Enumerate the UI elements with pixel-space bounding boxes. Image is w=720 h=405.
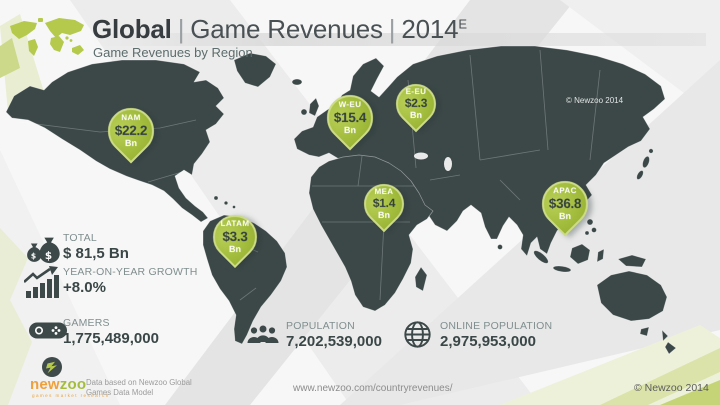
- newzoo-word-zoo: zoo: [59, 376, 87, 393]
- title-year: 2014: [401, 14, 459, 44]
- pin-mea-value: $1.4: [372, 195, 396, 210]
- map-copyright: © Newzoo 2014: [566, 96, 624, 105]
- data-source-line1: Data based on Newzoo Global: [86, 378, 192, 387]
- data-source-line2: Games Data Model: [86, 387, 154, 397]
- title-separator-1: |: [177, 14, 185, 44]
- pin-w-eu-unit: Bn: [344, 124, 356, 135]
- island-sumatra: [533, 250, 549, 264]
- stat-growth-label: YEAR-ON-YEAR GROWTH: [63, 266, 198, 278]
- stat-population-label: POPULATION: [286, 320, 355, 332]
- continent-australia: [596, 270, 668, 322]
- island-madagascar: [414, 266, 428, 292]
- pin-e-eu-unit: Bn: [410, 110, 422, 121]
- black-sea: [414, 152, 428, 160]
- title-estimate-flag: E: [458, 16, 467, 32]
- island-philippines: [586, 218, 594, 226]
- data-source-note: Data based on Newzoo Global Games Data M…: [86, 378, 192, 397]
- pin-mea-unit: Bn: [378, 210, 390, 221]
- footer-copyright: © Newzoo 2014: [634, 382, 709, 394]
- page-subtitle: Game Revenues by Region: [93, 45, 253, 60]
- title-game-revenues: Game Revenues: [190, 14, 383, 44]
- stat-total-label: TOTAL: [63, 232, 97, 244]
- pin-apac-region: APAC: [553, 185, 577, 195]
- globe-icon: [404, 321, 431, 348]
- pin-apac-unit: Bn: [559, 210, 571, 221]
- island-sri-lanka: [497, 244, 503, 250]
- island-greenland: [233, 52, 277, 88]
- island-japan: [642, 155, 650, 169]
- pin-w-eu-value: $15.4: [333, 109, 367, 125]
- island-ireland: [300, 108, 308, 116]
- population-people-icon: [247, 325, 279, 343]
- newzoo-word-new: new: [30, 376, 60, 393]
- growth-chart-icon: [24, 266, 59, 298]
- footer-url: www.newzoo.com/countryrevenues/: [293, 383, 453, 394]
- stat-total-value: $ 81,5 Bn: [63, 245, 129, 262]
- header-world-icon: [10, 18, 84, 56]
- stat-growth: YEAR-ON-YEAR GROWTH +8.0%: [63, 266, 197, 296]
- pin-w-eu-region: W-EU: [338, 99, 362, 109]
- stat-gamers: GAMERS 1,775,489,000: [63, 317, 159, 347]
- pin-nam-value: $22.2: [114, 122, 148, 138]
- stat-population: POPULATION 7,202,539,000: [286, 320, 382, 350]
- pin-latam-value: $3.3: [222, 228, 248, 244]
- pin-nam-unit: Bn: [125, 137, 137, 148]
- stat-total: TOTAL $ 81,5 Bn: [63, 232, 129, 262]
- money-bags-icon: $ $: [27, 237, 60, 264]
- island-tasmania: [639, 326, 650, 337]
- island-uk: [308, 97, 320, 117]
- svg-text:$: $: [31, 252, 36, 261]
- island-iceland: [291, 78, 303, 86]
- stat-online-population-label: ONLINE POPULATION: [440, 320, 553, 332]
- pin-latam-unit: Bn: [229, 243, 241, 254]
- newzoo-wordmark: newzoo: [30, 376, 86, 393]
- gamepad-icon: [29, 322, 67, 339]
- island-borneo: [569, 243, 591, 265]
- stat-population-value: 7,202,539,000: [286, 333, 382, 350]
- newzoo-tagline: games market research: [32, 393, 110, 398]
- stat-gamers-label: GAMERS: [63, 317, 110, 329]
- title-underline-band: [92, 33, 706, 46]
- island-sulawesi: [596, 248, 605, 263]
- pin-nam-region: NAM: [121, 112, 141, 122]
- stat-online-population-value: 2,975,953,000: [440, 333, 536, 350]
- stat-gamers-value: 1,775,489,000: [63, 330, 159, 347]
- pin-latam-region: LATAM: [220, 218, 250, 228]
- title-global: Global: [92, 14, 172, 44]
- pin-apac-value: $36.8: [548, 195, 582, 211]
- newzoo-logo-icon: [42, 357, 62, 377]
- page-title: Global | Game Revenues | 2014E: [92, 14, 467, 45]
- island-caribbean: [213, 195, 219, 201]
- stat-online-population: ONLINE POPULATION 2,975,953,000: [440, 320, 552, 350]
- title-separator-2: |: [388, 14, 396, 44]
- island-new-zealand: [661, 329, 677, 355]
- stat-growth-value: +8.0%: [63, 279, 106, 296]
- caspian-sea: [444, 157, 452, 171]
- pin-e-eu-value: $2.3: [404, 95, 428, 110]
- island-java: [552, 265, 572, 273]
- svg-text:$: $: [45, 250, 52, 262]
- island-new-guinea: [617, 254, 647, 268]
